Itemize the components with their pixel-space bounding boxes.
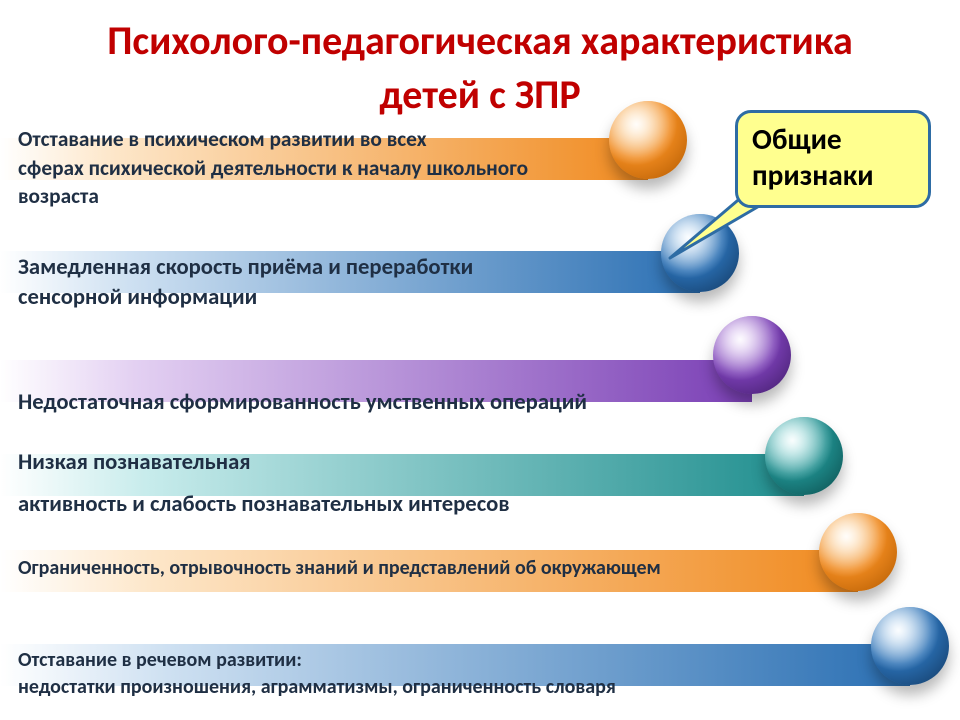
callout-common-signs: Общие признаки (735, 110, 931, 208)
row-text-6: Отставание в речевом развитии: недостатк… (18, 648, 616, 700)
row-sphere-6 (871, 607, 949, 685)
row-sphere-5 (819, 513, 897, 591)
row-text-3: Недостаточная сформированность умственны… (18, 388, 587, 416)
row-text-2: Замедленная скорость приёма и переработк… (18, 253, 473, 312)
row-text-1: Отставание в психическом развитии во все… (18, 126, 528, 210)
row-sphere-1 (609, 101, 687, 179)
title-line-1: Психолого-педагогическая характеристика (0, 16, 960, 65)
row-sphere-3 (713, 316, 791, 394)
callout-text-line-1: Общие (752, 121, 914, 157)
row-text-5: Ограниченность, отрывочность знаний и пр… (18, 556, 661, 581)
row-sphere-2 (661, 214, 739, 292)
row-text-4: Низкая познавательнаяактивность и слабос… (18, 448, 510, 519)
callout-text-line-2: признаки (752, 157, 914, 193)
row-sphere-4 (765, 417, 843, 495)
slide-stage: Психолого-педагогическая характеристика … (0, 0, 960, 720)
